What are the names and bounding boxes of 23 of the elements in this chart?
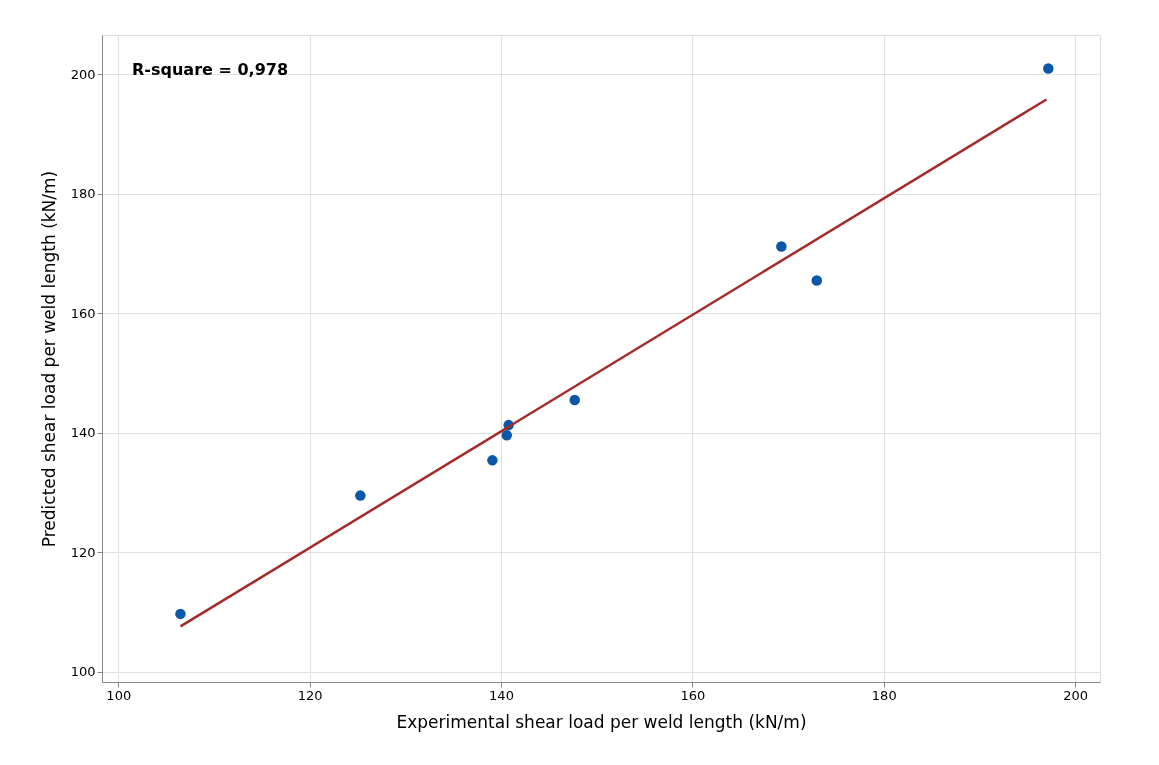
point [487, 455, 498, 466]
x-axis-title: Experimental shear load per weld length (kN/m) [396, 711, 807, 732]
point [175, 608, 186, 620]
y-tick-label: 100 [70, 664, 96, 680]
y-tick-label: 180 [70, 186, 96, 202]
point [355, 490, 366, 501]
x-tick-label: 100 [106, 687, 132, 703]
y-axis-title: Predicted shear load per weld length (kN/m) [38, 170, 59, 548]
annotation: R-square = 0,978 [132, 60, 289, 79]
x-tick-label: 200 [1063, 687, 1089, 703]
point [569, 394, 580, 406]
y-tick-label: 200 [70, 66, 96, 82]
y-tick-label: 120 [70, 544, 96, 560]
point [776, 241, 787, 252]
y-tick-label: 140 [70, 425, 96, 441]
x-tick-label: 120 [297, 687, 323, 703]
point [501, 430, 512, 441]
x-tick-label: 140 [489, 687, 514, 703]
x-tick-label: 180 [871, 687, 897, 703]
point [1043, 63, 1054, 74]
x-tick-label: 160 [680, 687, 706, 703]
point [811, 275, 823, 286]
y-tick-label: 160 [70, 305, 96, 321]
